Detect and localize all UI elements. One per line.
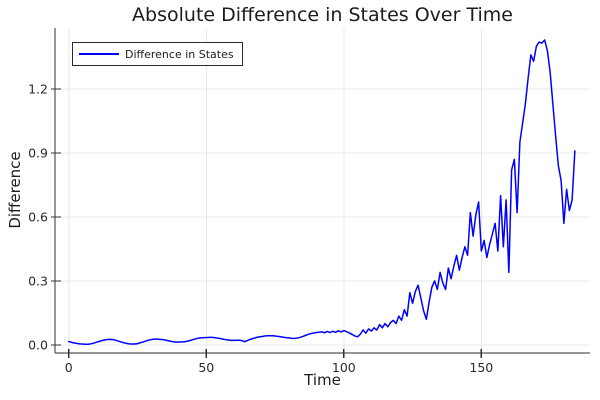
x-axis-label: Time xyxy=(304,371,341,389)
x-tick-label-50: 50 xyxy=(198,360,214,375)
y-tick-label-0.9: 0.9 xyxy=(28,145,48,160)
legend-series-label: Difference in States xyxy=(125,47,234,61)
x-tick-label-100: 100 xyxy=(332,360,356,375)
x-tick-label-0: 0 xyxy=(65,360,73,375)
legend-line-sample xyxy=(79,53,119,55)
series-line-0 xyxy=(68,39,576,346)
legend-box: Difference in States xyxy=(72,42,243,66)
y-tick-label-0.0: 0.0 xyxy=(28,337,48,352)
chart-title: Absolute Difference in States Over Time xyxy=(132,4,513,26)
x-tick-label-150: 150 xyxy=(469,360,493,375)
y-tick-label-0.3: 0.3 xyxy=(28,273,48,288)
y-axis-label: Difference xyxy=(6,151,24,229)
y-tick-label-1.2: 1.2 xyxy=(28,81,48,96)
y-tick-label-0.6: 0.6 xyxy=(28,209,48,224)
